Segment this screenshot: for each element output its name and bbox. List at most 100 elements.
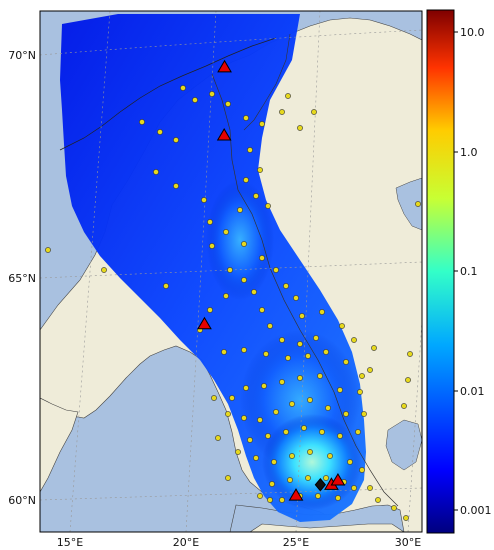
station-marker xyxy=(405,377,411,383)
station-marker xyxy=(163,283,169,289)
observation-triangle xyxy=(216,128,232,141)
colorbar-tick-0.1: 0.1 xyxy=(460,265,478,278)
station-marker xyxy=(223,293,229,299)
norway-west-land xyxy=(40,397,79,493)
station-marker xyxy=(243,385,249,391)
station-marker xyxy=(259,255,265,261)
station-marker xyxy=(287,477,293,483)
colorbar-gradient xyxy=(426,9,455,534)
station-marker xyxy=(279,337,285,343)
colorbar-tick-0.001: 0.001 xyxy=(460,504,492,517)
station-marker xyxy=(297,125,303,131)
source-layer xyxy=(314,477,327,492)
station-marker xyxy=(257,493,263,499)
station-marker xyxy=(337,387,343,393)
station-marker xyxy=(337,433,343,439)
station-marker xyxy=(209,243,215,249)
station-marker xyxy=(305,475,311,481)
station-marker xyxy=(243,177,249,183)
lon-label-30: 30°E xyxy=(395,536,421,549)
station-marker xyxy=(207,219,213,225)
map-area xyxy=(40,11,422,532)
station-marker xyxy=(279,109,285,115)
station-marker xyxy=(347,459,353,465)
station-marker xyxy=(415,201,421,207)
station-marker xyxy=(201,197,207,203)
station-marker xyxy=(375,497,381,503)
station-marker xyxy=(323,475,329,481)
plume-core-north xyxy=(206,180,274,300)
station-marker xyxy=(279,497,285,503)
source-diamond xyxy=(314,477,327,492)
colorbar-ticks: 10.0 1.0 0.1 0.01 0.001 xyxy=(454,26,492,517)
station-marker xyxy=(391,505,397,511)
lon-label-25: 25°E xyxy=(283,536,309,549)
station-marker xyxy=(357,389,363,395)
station-marker xyxy=(241,277,247,283)
country-border xyxy=(243,33,291,131)
station-marker xyxy=(180,85,186,91)
map-frame xyxy=(39,10,423,533)
colorbar-tick-10: 10.0 xyxy=(460,26,485,39)
station-marker xyxy=(323,349,329,355)
coastline xyxy=(59,37,277,151)
station-marker xyxy=(289,453,295,459)
station-marker xyxy=(265,203,271,209)
observation-triangle xyxy=(330,472,346,486)
observation-triangle xyxy=(288,488,304,501)
estonia-land xyxy=(249,523,405,532)
station-marker xyxy=(273,409,279,415)
station-marker xyxy=(225,411,231,417)
station-marker xyxy=(339,323,345,329)
station-marker xyxy=(297,375,303,381)
station-marker xyxy=(247,147,253,153)
station-marker xyxy=(279,379,285,385)
station-marker xyxy=(325,405,331,411)
station-marker xyxy=(351,485,357,491)
station-marker xyxy=(241,415,247,421)
station-marker xyxy=(207,307,213,313)
station-marker xyxy=(211,395,217,401)
graticule xyxy=(40,11,422,532)
plume-core-south xyxy=(262,414,362,510)
lat-axis-labels: 70°N 65°N 60°N xyxy=(8,49,36,507)
lon-axis-labels: 15°E 20°E 25°E 30°E xyxy=(57,536,421,549)
station-marker xyxy=(319,309,325,315)
station-marker xyxy=(259,307,265,313)
lon-label-20: 20°E xyxy=(173,536,199,549)
station-marker xyxy=(351,337,357,343)
station-marker xyxy=(253,193,259,199)
lake xyxy=(385,419,422,471)
station-marker xyxy=(237,207,243,213)
station-marker xyxy=(241,347,247,353)
station-marker xyxy=(263,351,269,357)
station-marker xyxy=(307,397,313,403)
lon-label-15: 15°E xyxy=(57,536,83,549)
station-marker xyxy=(247,437,253,443)
lat-label-70: 70°N xyxy=(8,49,36,62)
station-marker xyxy=(293,295,299,301)
station-marker xyxy=(235,449,241,455)
station-marker xyxy=(305,353,311,359)
station-marker xyxy=(261,383,267,389)
station-marker xyxy=(297,341,303,347)
station-marker xyxy=(367,485,373,491)
station-marker xyxy=(153,169,159,175)
observation-triangle xyxy=(197,316,212,330)
station-marker xyxy=(401,403,407,409)
station-marker xyxy=(315,493,321,499)
station-marker xyxy=(327,453,333,459)
station-marker xyxy=(319,429,325,435)
station-marker xyxy=(361,411,367,417)
station-marker xyxy=(192,97,198,103)
station-marker xyxy=(359,467,365,473)
stations-layer xyxy=(45,85,421,521)
station-marker xyxy=(45,247,51,253)
station-marker xyxy=(299,313,305,319)
colorbar-tick-0.01: 0.01 xyxy=(460,385,485,398)
station-marker xyxy=(243,115,249,121)
station-marker xyxy=(283,283,289,289)
lat-label-60: 60°N xyxy=(8,494,36,507)
observation-triangle xyxy=(217,59,232,73)
